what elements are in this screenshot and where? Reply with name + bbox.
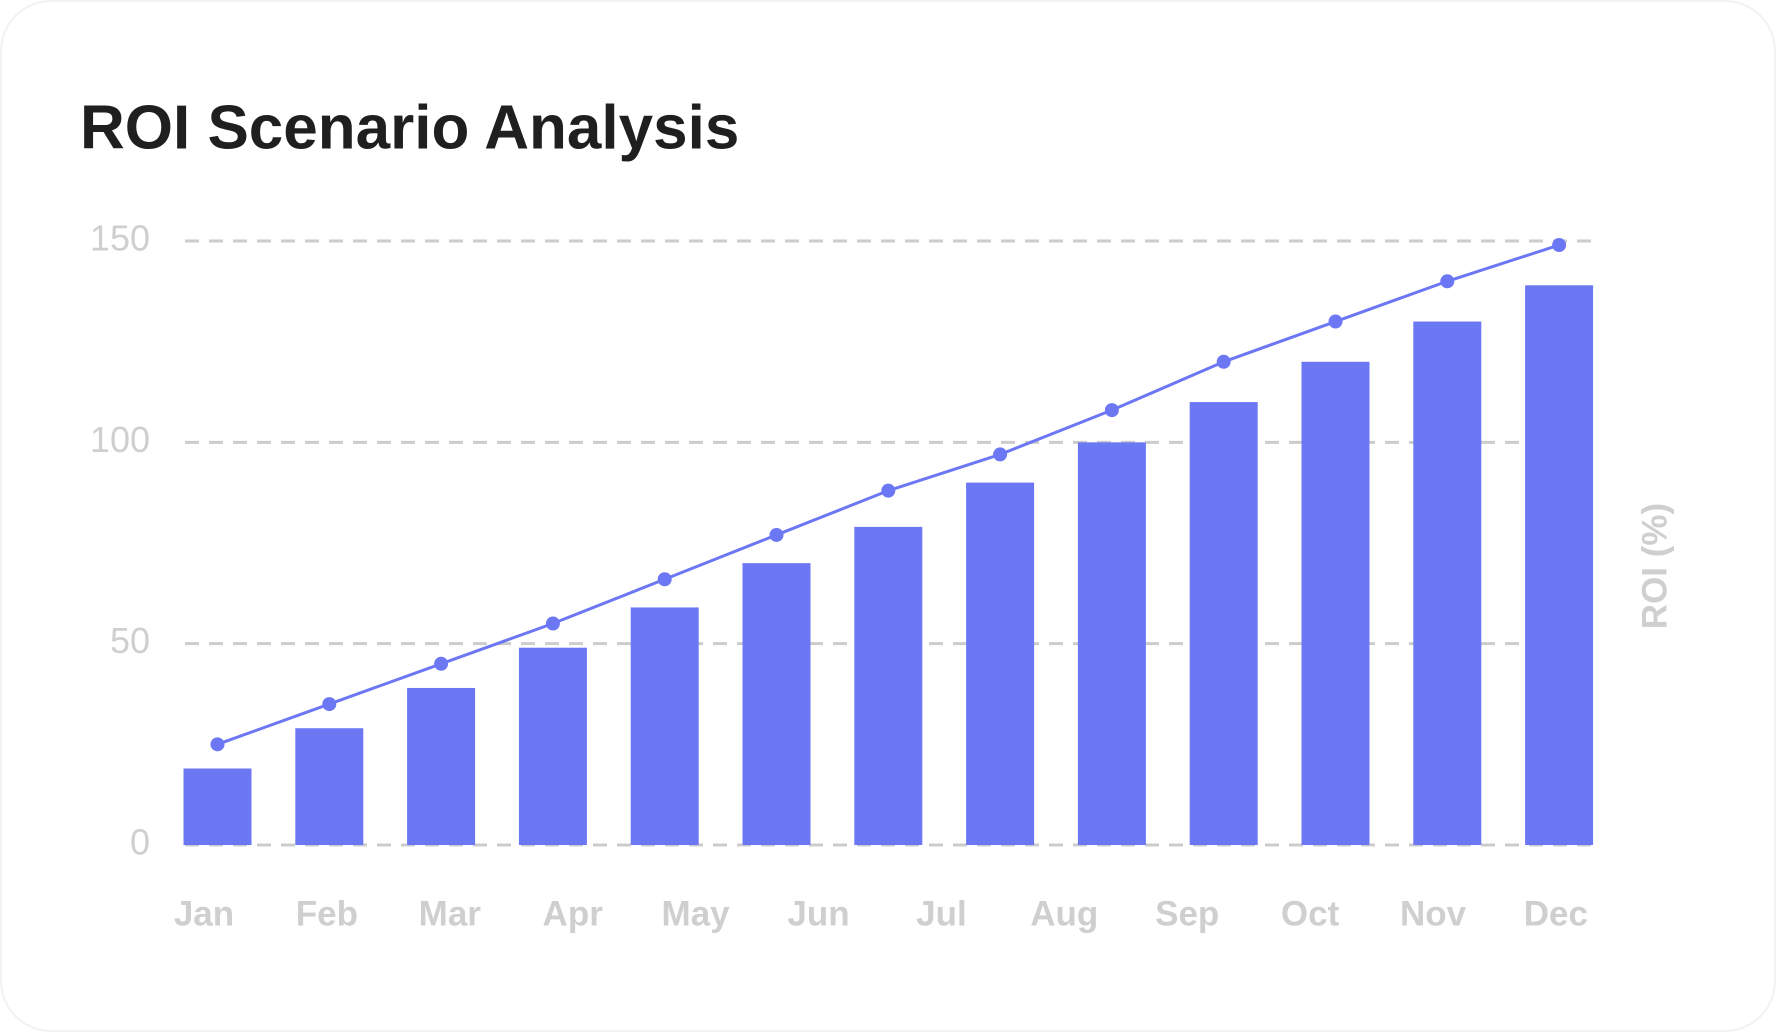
- point: [1216, 354, 1231, 369]
- point: [657, 572, 672, 587]
- bar: [518, 647, 587, 845]
- x-tick-label: Apr: [543, 894, 604, 933]
- bar: [183, 768, 252, 845]
- point: [769, 527, 784, 542]
- y-tick-label: 0: [130, 822, 150, 863]
- y-tick-label: 150: [90, 218, 150, 259]
- x-tick-label: Jan: [174, 894, 234, 933]
- x-tick-label: Nov: [1400, 894, 1467, 933]
- bar: [1189, 402, 1258, 845]
- x-tick-label: Jul: [916, 894, 967, 933]
- x-tick-label: Dec: [1524, 894, 1588, 933]
- x-tick-label: Feb: [296, 894, 358, 933]
- bar: [407, 687, 476, 845]
- point: [434, 656, 449, 671]
- point: [1552, 238, 1567, 253]
- bar: [630, 607, 699, 845]
- point: [1328, 314, 1343, 329]
- x-tick-label: Aug: [1030, 894, 1098, 933]
- point: [993, 447, 1008, 462]
- y-tick-label: 50: [110, 620, 150, 661]
- point: [1440, 274, 1455, 289]
- y-axis-label: ROI (%): [1635, 503, 1674, 629]
- bar: [854, 526, 923, 845]
- x-tick-label: Oct: [1281, 894, 1340, 933]
- bar: [1525, 285, 1594, 845]
- bar: [1413, 321, 1482, 845]
- point: [545, 616, 560, 631]
- chart-title: ROI Scenario Analysis: [80, 93, 739, 162]
- x-tick-label: May: [662, 894, 731, 933]
- bar: [966, 482, 1035, 845]
- point: [322, 697, 337, 712]
- bar: [295, 728, 364, 845]
- x-tick-label: Sep: [1155, 894, 1219, 933]
- bar: [742, 563, 811, 845]
- x-tick-label: Jun: [787, 894, 849, 933]
- bar: [1077, 442, 1146, 845]
- y-tick-label: 100: [90, 419, 150, 460]
- x-tick-label: Mar: [419, 894, 482, 933]
- point: [881, 483, 896, 498]
- bar: [1301, 361, 1370, 845]
- point: [210, 737, 225, 752]
- point: [1104, 403, 1119, 418]
